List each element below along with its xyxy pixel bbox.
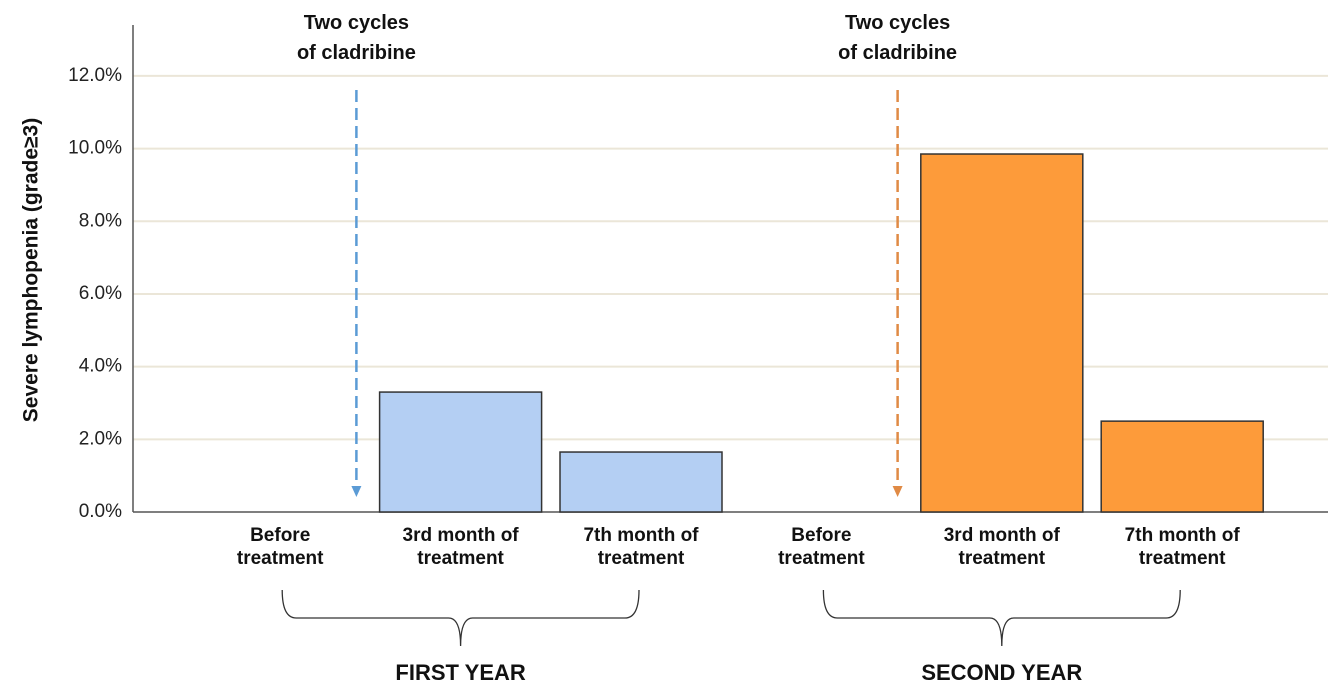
y-tick-label: 10.0% <box>68 138 122 159</box>
annotation: Two cycles of cladribine <box>838 12 958 64</box>
group-label: FIRST YEAR <box>395 660 526 685</box>
group-brace <box>281 589 640 647</box>
y-axis-label: Severe lymphopenia (grade≥3) <box>20 118 43 422</box>
x-tick-label: 3rd month of treatment <box>402 525 519 569</box>
x-tick-label: 3rd month of treatment <box>943 525 1060 569</box>
y-tick-label: 0.0% <box>79 501 122 522</box>
group-label: SECOND YEAR <box>921 660 1083 685</box>
x-tick-label: Before treatment <box>778 525 865 569</box>
bar <box>559 451 723 513</box>
y-tick-label: 8.0% <box>79 210 122 231</box>
x-tick-label: 7th month of treatment <box>1124 525 1240 569</box>
y-tick-label: 6.0% <box>79 283 122 304</box>
bar <box>1100 420 1264 513</box>
bar <box>378 391 543 513</box>
x-tick-label: Before treatment <box>236 525 324 569</box>
group-brace <box>822 589 1181 647</box>
annotation-arrowhead <box>892 486 903 497</box>
bar <box>920 153 1084 513</box>
y-tick-label: 2.0% <box>79 428 122 449</box>
y-tick-label: 4.0% <box>79 356 122 377</box>
annotation: Two cycles of cladribine <box>296 12 416 64</box>
x-tick-label: 7th month of treatment <box>583 525 699 569</box>
y-tick-label: 12.0% <box>68 65 122 86</box>
annotation-arrowhead <box>351 486 362 497</box>
